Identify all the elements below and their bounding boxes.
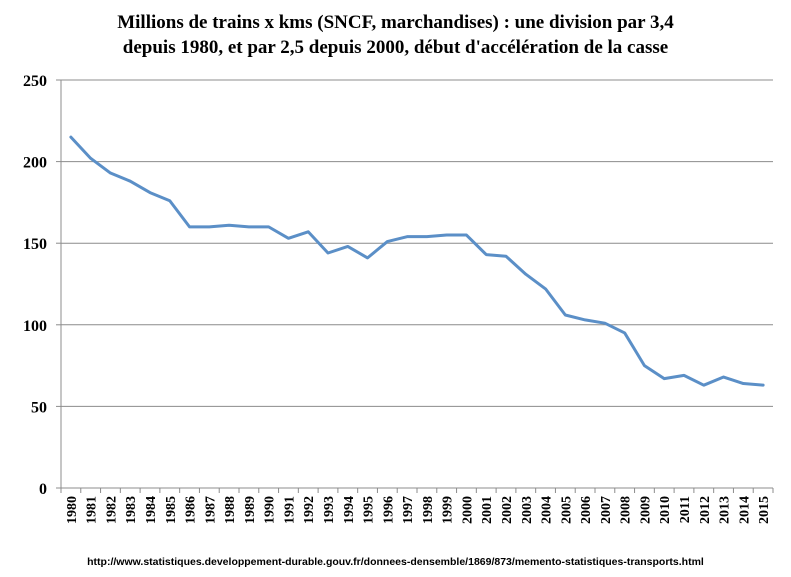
x-tick-label: 2009 (638, 496, 653, 524)
x-tick-label: 1992 (302, 496, 317, 524)
x-tick-label: 1989 (243, 496, 258, 524)
x-tick-label: 2011 (678, 496, 693, 523)
y-tick-label: 250 (23, 73, 47, 90)
x-tick-labels: 1980 1981 1982 1983 1984 1985 1986 1987 1988 1989… (65, 496, 772, 524)
x-tick-label: 1993 (322, 496, 337, 524)
x-tick-label: 1981 (85, 496, 100, 524)
y-tick-label: 0 (39, 481, 47, 498)
x-tick-label: 2004 (540, 496, 555, 524)
x-tick-label: 1991 (282, 496, 297, 524)
x-tick-label: 2015 (757, 496, 772, 524)
y-tick-label: 200 (23, 155, 47, 172)
x-tick-label: 2006 (579, 496, 594, 524)
x-tick-label: 1985 (164, 496, 179, 524)
x-tick-label: 2012 (698, 496, 713, 524)
x-tick-label: 1982 (104, 496, 119, 524)
x-tick-label: 2002 (500, 496, 515, 524)
x-tick-label: 2013 (718, 496, 733, 524)
x-tick-label: 1986 (184, 496, 199, 524)
x-tick-label: 1990 (263, 496, 278, 524)
x-tick-label: 1999 (441, 496, 456, 524)
y-tick-labels: 0 50 100 150 200 250 (23, 73, 47, 498)
y-tick-label: 50 (31, 399, 47, 416)
x-tick-label: 2014 (737, 496, 752, 524)
chart-title: Millions de trains x kms (SNCF, marchand… (0, 10, 791, 60)
y-tick-label: 150 (23, 236, 47, 253)
x-tick-label: 1994 (342, 496, 357, 524)
y-tick-label: 100 (23, 318, 47, 335)
x-tick-label: 1987 (203, 496, 218, 524)
x-tick-label: 2007 (599, 496, 614, 524)
x-tick-label: 1997 (401, 496, 416, 524)
gridlines (61, 79, 773, 407)
series-group (69, 135, 765, 387)
x-tick-label: 1995 (362, 496, 377, 524)
chart-title-line-1: Millions de trains x kms (SNCF, marchand… (117, 12, 674, 33)
x-tick-label: 1980 (65, 496, 80, 524)
source-url: http://www.statistiques.developpement-du… (87, 556, 704, 568)
x-tick-label: 1984 (144, 496, 159, 524)
x-tick-label: 2005 (559, 496, 574, 524)
chart-title-line-2: depuis 1980, et par 2,5 depuis 2000, déb… (122, 37, 669, 58)
series-line (69, 135, 765, 387)
axes (56, 79, 774, 493)
x-tick-label: 1996 (381, 496, 396, 524)
x-tick-label: 1983 (124, 496, 139, 524)
x-tick-label: 2008 (619, 496, 634, 524)
x-tick-label: 2000 (460, 496, 475, 524)
x-tick-label: 2003 (520, 496, 535, 524)
x-tick-label: 2001 (480, 496, 495, 524)
x-tick-label: 1988 (223, 496, 238, 524)
x-tick-label: 1998 (421, 496, 436, 524)
x-tick-label: 2010 (658, 496, 673, 524)
